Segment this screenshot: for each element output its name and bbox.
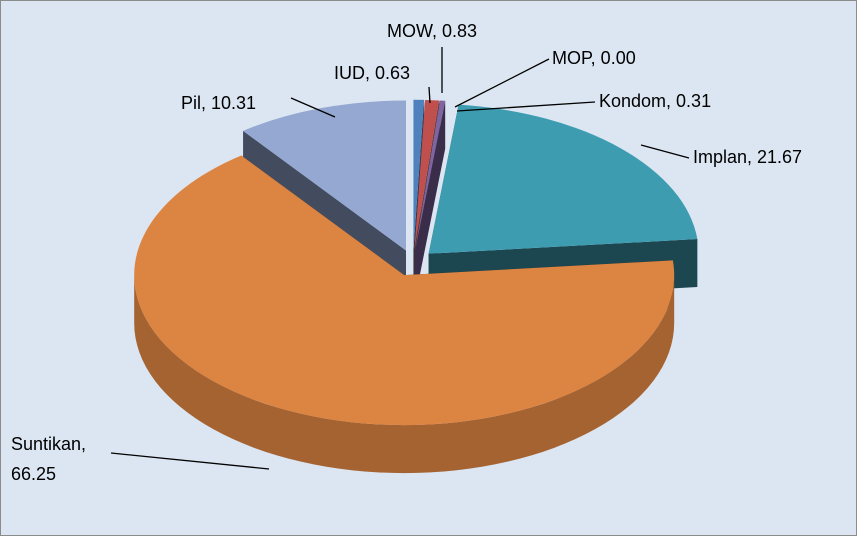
- slice-rim: [134, 275, 675, 474]
- slice: [415, 100, 446, 250]
- slice: [414, 99, 440, 250]
- leader-line: [290, 97, 336, 118]
- data-label: MOP, 0.00: [552, 48, 636, 68]
- leader-line: [428, 86, 431, 104]
- slice: [428, 104, 698, 254]
- slice: [413, 99, 425, 250]
- leader-line: [640, 144, 690, 159]
- slice: [134, 155, 675, 426]
- data-label: Pil, 10.31: [181, 93, 257, 113]
- data-label: IUD, 0.63: [334, 63, 411, 83]
- leader-line: [454, 58, 550, 108]
- leader-line: [456, 101, 596, 112]
- data-label: Kondom, 0.31: [599, 91, 712, 111]
- data-label: MOW, 0.83: [387, 21, 478, 41]
- leader-lines: [110, 47, 690, 470]
- data-label: Suntikan, 66.25: [11, 434, 87, 484]
- slice-side: [415, 100, 446, 298]
- leader-line: [110, 452, 270, 470]
- data-label: Implan, 21.67: [693, 147, 803, 167]
- slice: [243, 100, 406, 251]
